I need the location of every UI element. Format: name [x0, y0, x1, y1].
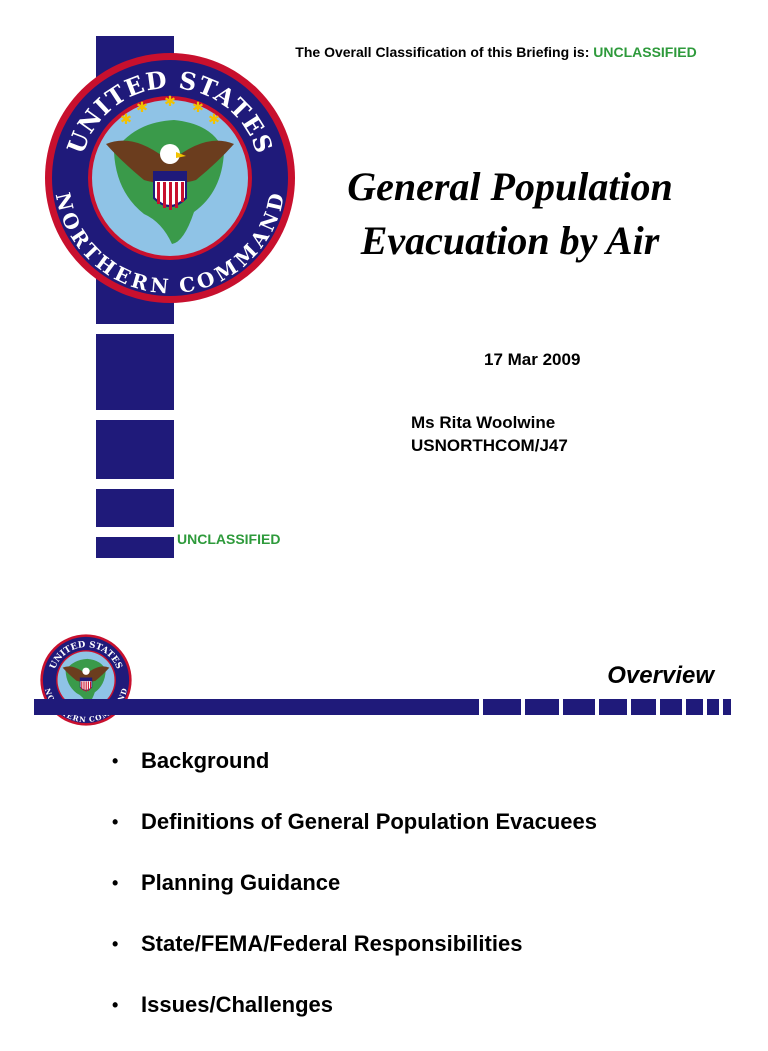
svg-text:✱: ✱: [120, 112, 132, 128]
usnorthcom-seal-icon: ✱ ✱ ✱ ✱ ✱ UNITED STATES NORTHERN COMMAND: [45, 53, 295, 303]
header-rule-segment: [686, 699, 703, 715]
svg-text:✱: ✱: [136, 100, 148, 116]
presenter-name: Ms Rita Woolwine: [411, 413, 556, 432]
briefing-date: 17 Mar 2009: [484, 350, 581, 369]
top-classification-banner: The Overall Classification of this Brief…: [0, 44, 768, 60]
header-rule-segment: [563, 699, 595, 715]
slide-title: General Population Evacuation by Air: [300, 160, 720, 268]
header-rule-segment: [723, 699, 731, 715]
list-item: • State/FEMA/Federal Responsibilities: [112, 929, 597, 990]
header-rule-segment: [483, 699, 521, 715]
header-rule-segment: [660, 699, 682, 715]
footer-classification: UNCLASSIFIED: [177, 531, 281, 547]
vertical-bar-block: [96, 334, 174, 410]
classification-prefix: The Overall Classification of this Brief…: [295, 44, 594, 60]
bullet-icon: •: [112, 751, 119, 771]
list-item: • Issues/Challenges: [112, 990, 597, 1051]
presenter-organization: USNORTHCOM/J47: [411, 436, 568, 455]
vertical-bar-block: [96, 489, 174, 527]
bullet-icon: •: [112, 812, 119, 832]
bullet-icon: •: [112, 873, 119, 893]
header-rule: [34, 699, 479, 715]
svg-text:✱: ✱: [208, 112, 220, 128]
title-line-2: Evacuation by Air: [360, 218, 660, 263]
svg-text:✱: ✱: [192, 100, 204, 116]
header-rule-segment: [525, 699, 559, 715]
bullet-icon: •: [112, 934, 119, 954]
list-item: • Planning Guidance: [112, 868, 597, 929]
vertical-bar-block: [96, 420, 174, 479]
header-rule-segment: [599, 699, 627, 715]
bullet-icon: •: [112, 995, 119, 1015]
vertical-bar-block: [96, 537, 174, 558]
overview-heading: Overview: [607, 662, 714, 689]
presenter-block: Ms Rita Woolwine USNORTHCOM/J47: [411, 411, 568, 457]
svg-text:✱: ✱: [164, 94, 176, 110]
list-item: • Background: [112, 746, 597, 807]
classification-value: UNCLASSIFIED: [593, 44, 697, 60]
overview-bullet-list: • Background • Definitions of General Popu…: [112, 746, 597, 1051]
list-item: • Definitions of General Population Evacu…: [112, 807, 597, 868]
header-rule-segment: [707, 699, 719, 715]
header-rule-segment: [631, 699, 656, 715]
title-line-1: General Population: [347, 164, 673, 209]
